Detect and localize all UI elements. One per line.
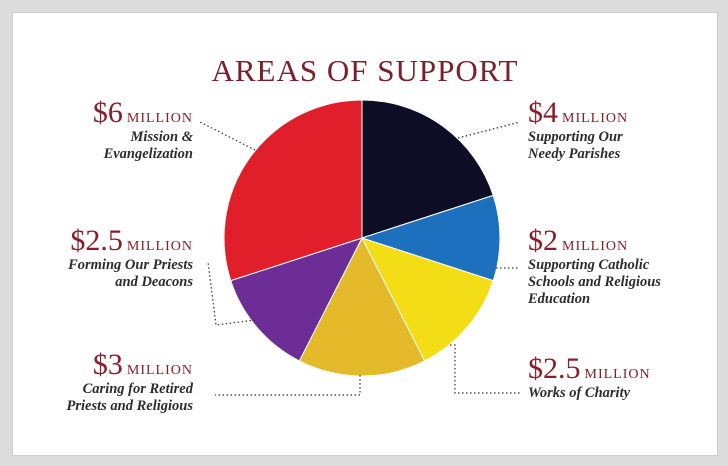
slice-unit: MILLION [126, 363, 193, 378]
slice-amount: $2 [528, 224, 558, 257]
callout-works-of-charity: $2.5 MILLION Works of Charity [528, 352, 651, 402]
slice-amount: $2.5 [528, 352, 581, 385]
callout-mission-evangelization: $6 MILLION Mission & Evangelization [92, 96, 193, 163]
slice-amount: $6 [92, 96, 123, 129]
callout-catholic-schools: $2 MILLION Supporting Catholic Schools a… [528, 224, 661, 308]
leader-line [207, 261, 256, 326]
callout-retired-priests: $3 MILLION Caring for Retired Priests an… [66, 348, 194, 415]
slice-label-line: Evangelization [103, 146, 193, 162]
leader-line [457, 121, 521, 139]
slice-label-line: Education [528, 291, 591, 307]
slice-amount: $3 [92, 348, 123, 381]
slice-label-line: Mission & [130, 129, 193, 145]
pie-slice [230, 237, 363, 362]
pie-slice [361, 99, 494, 239]
pie-slice [360, 194, 501, 282]
callout-forming-priests: $2.5 MILLION Forming Our Priests and Dea… [68, 224, 193, 291]
slice-label-line: Needy Parishes [528, 146, 621, 162]
leader-line [199, 121, 256, 151]
pie-slice [223, 99, 363, 282]
slice-label-line: Forming Our Priests [68, 257, 193, 273]
pie-slice [298, 236, 426, 377]
slice-unit: MILLION [584, 367, 651, 382]
slice-label-line: Schools and Religious [528, 274, 661, 290]
chart-title: AREAS OF SUPPORT [211, 53, 519, 88]
slice-unit: MILLION [562, 239, 629, 254]
slice-label-line: Works of Charity [528, 385, 631, 401]
slice-amount: $4 [528, 96, 558, 129]
slice-unit: MILLION [126, 239, 193, 254]
slice-label-line: Caring for Retired [82, 381, 193, 397]
slice-label-line: Supporting Our [528, 129, 623, 145]
slice-unit: MILLION [562, 111, 629, 126]
slice-unit: MILLION [126, 111, 193, 126]
callout-needy-parishes: $4 MILLION Supporting Our Needy Parishes [528, 96, 629, 163]
leader-line [450, 344, 520, 394]
slice-label-line: Supporting Catholic [528, 257, 650, 273]
leader-line [215, 375, 361, 396]
slice-amount: $2.5 [70, 224, 123, 257]
pie-slice [361, 237, 494, 362]
slice-label-line: and Deacons [115, 274, 193, 290]
slice-label-line: Priests and Religious [66, 398, 194, 414]
